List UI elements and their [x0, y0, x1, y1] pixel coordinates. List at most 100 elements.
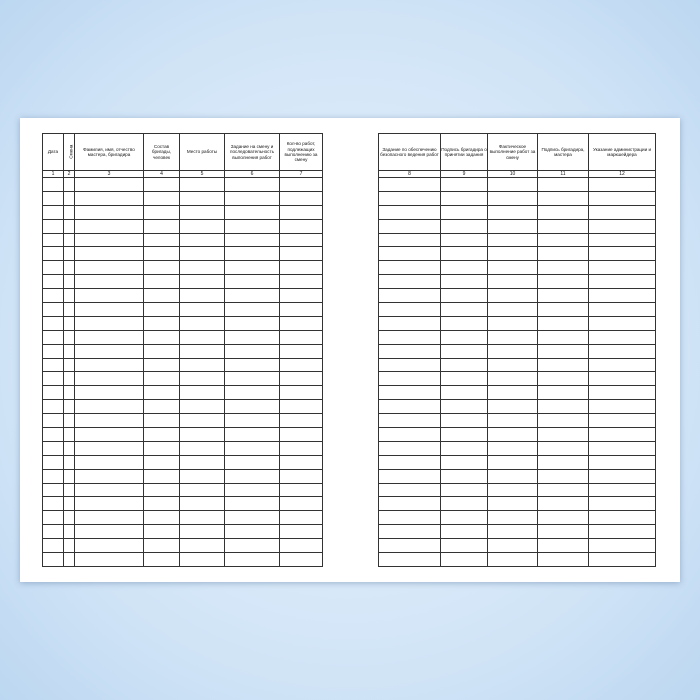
- empty-cell: [143, 246, 180, 262]
- empty-cell: [588, 357, 656, 373]
- header-text: Смена: [68, 144, 74, 160]
- empty-cell: [487, 538, 538, 554]
- empty-cell: [440, 454, 488, 470]
- empty-cell: [279, 482, 323, 498]
- empty-cell: [588, 177, 656, 192]
- empty-cell: [440, 440, 488, 456]
- empty-cell: [143, 482, 180, 498]
- empty-cell: [537, 246, 589, 262]
- empty-cell: [279, 218, 323, 234]
- empty-cell: [588, 440, 656, 456]
- entry-row: [378, 538, 656, 554]
- empty-cell: [179, 260, 225, 276]
- empty-cell: [179, 399, 225, 415]
- entry-row: [378, 427, 656, 442]
- empty-cell: [143, 288, 180, 304]
- entry-row: [42, 218, 323, 234]
- empty-cell: [74, 288, 144, 304]
- entry-row: [42, 496, 323, 512]
- entry-row: [42, 315, 323, 331]
- entry-row: [378, 260, 656, 276]
- entry-row: [378, 232, 656, 248]
- empty-cell: [537, 440, 589, 456]
- empty-cell: [74, 385, 144, 401]
- header-cell: Состав бригады, человек: [143, 133, 180, 171]
- empty-cell: [179, 343, 225, 359]
- empty-cell: [378, 427, 441, 442]
- empty-cell: [440, 427, 488, 442]
- header-text: Фактическое выполнение работ за смену: [489, 143, 536, 160]
- empty-cell: [179, 413, 225, 429]
- entry-row: [42, 288, 323, 304]
- column-number: 3: [74, 170, 144, 178]
- empty-cell: [537, 454, 589, 470]
- entry-row: [378, 454, 656, 470]
- entry-row: [42, 510, 323, 526]
- entry-row: [42, 385, 323, 401]
- empty-cell: [279, 329, 323, 345]
- empty-cell: [42, 260, 64, 276]
- entry-row: [378, 204, 656, 220]
- empty-cell: [224, 427, 280, 442]
- empty-cell: [143, 440, 180, 456]
- entry-row: [42, 329, 323, 345]
- empty-cell: [378, 357, 441, 373]
- empty-cell: [378, 385, 441, 401]
- empty-cell: [440, 343, 488, 359]
- column-number: 6: [224, 170, 280, 178]
- empty-cell: [143, 357, 180, 373]
- empty-cell: [63, 552, 75, 567]
- left-table: Дата Смена Фамилия, имя, отчество мастера,…: [42, 133, 323, 567]
- empty-cell: [179, 302, 225, 317]
- empty-cell: [42, 510, 64, 526]
- empty-cell: [74, 315, 144, 331]
- empty-cell: [378, 510, 441, 526]
- empty-cell: [224, 260, 280, 276]
- empty-cell: [143, 468, 180, 484]
- empty-cell: [537, 232, 589, 248]
- empty-cell: [588, 524, 656, 540]
- empty-cell: [74, 468, 144, 484]
- entry-row: [42, 524, 323, 540]
- empty-cell: [179, 538, 225, 554]
- header-cell: Задание на смену и последовательность вы…: [224, 133, 280, 171]
- empty-cell: [42, 357, 64, 373]
- empty-cell: [440, 371, 488, 387]
- empty-cell: [143, 496, 180, 512]
- empty-cell: [279, 260, 323, 276]
- empty-cell: [224, 468, 280, 484]
- empty-cell: [279, 343, 323, 359]
- entry-row: [42, 260, 323, 276]
- empty-cell: [537, 357, 589, 373]
- empty-cell: [487, 218, 538, 234]
- empty-cell: [42, 371, 64, 387]
- empty-cell: [378, 302, 441, 317]
- entry-row: [42, 427, 323, 442]
- empty-cell: [63, 468, 75, 484]
- empty-cell: [487, 288, 538, 304]
- empty-cell: [63, 482, 75, 498]
- empty-cell: [179, 552, 225, 567]
- empty-cell: [42, 496, 64, 512]
- empty-cell: [487, 246, 538, 262]
- empty-cell: [74, 440, 144, 456]
- empty-cell: [42, 440, 64, 456]
- empty-cell: [279, 371, 323, 387]
- empty-cell: [279, 190, 323, 206]
- empty-cell: [588, 427, 656, 442]
- empty-cell: [440, 385, 488, 401]
- empty-cell: [224, 496, 280, 512]
- entry-row: [378, 385, 656, 401]
- empty-cell: [143, 510, 180, 526]
- empty-cell: [224, 524, 280, 540]
- empty-cell: [537, 468, 589, 484]
- empty-cell: [224, 454, 280, 470]
- empty-cell: [588, 274, 656, 290]
- empty-cell: [537, 288, 589, 304]
- empty-cell: [224, 343, 280, 359]
- empty-cell: [279, 538, 323, 554]
- empty-cell: [74, 177, 144, 192]
- empty-cell: [487, 177, 538, 192]
- empty-cell: [378, 468, 441, 484]
